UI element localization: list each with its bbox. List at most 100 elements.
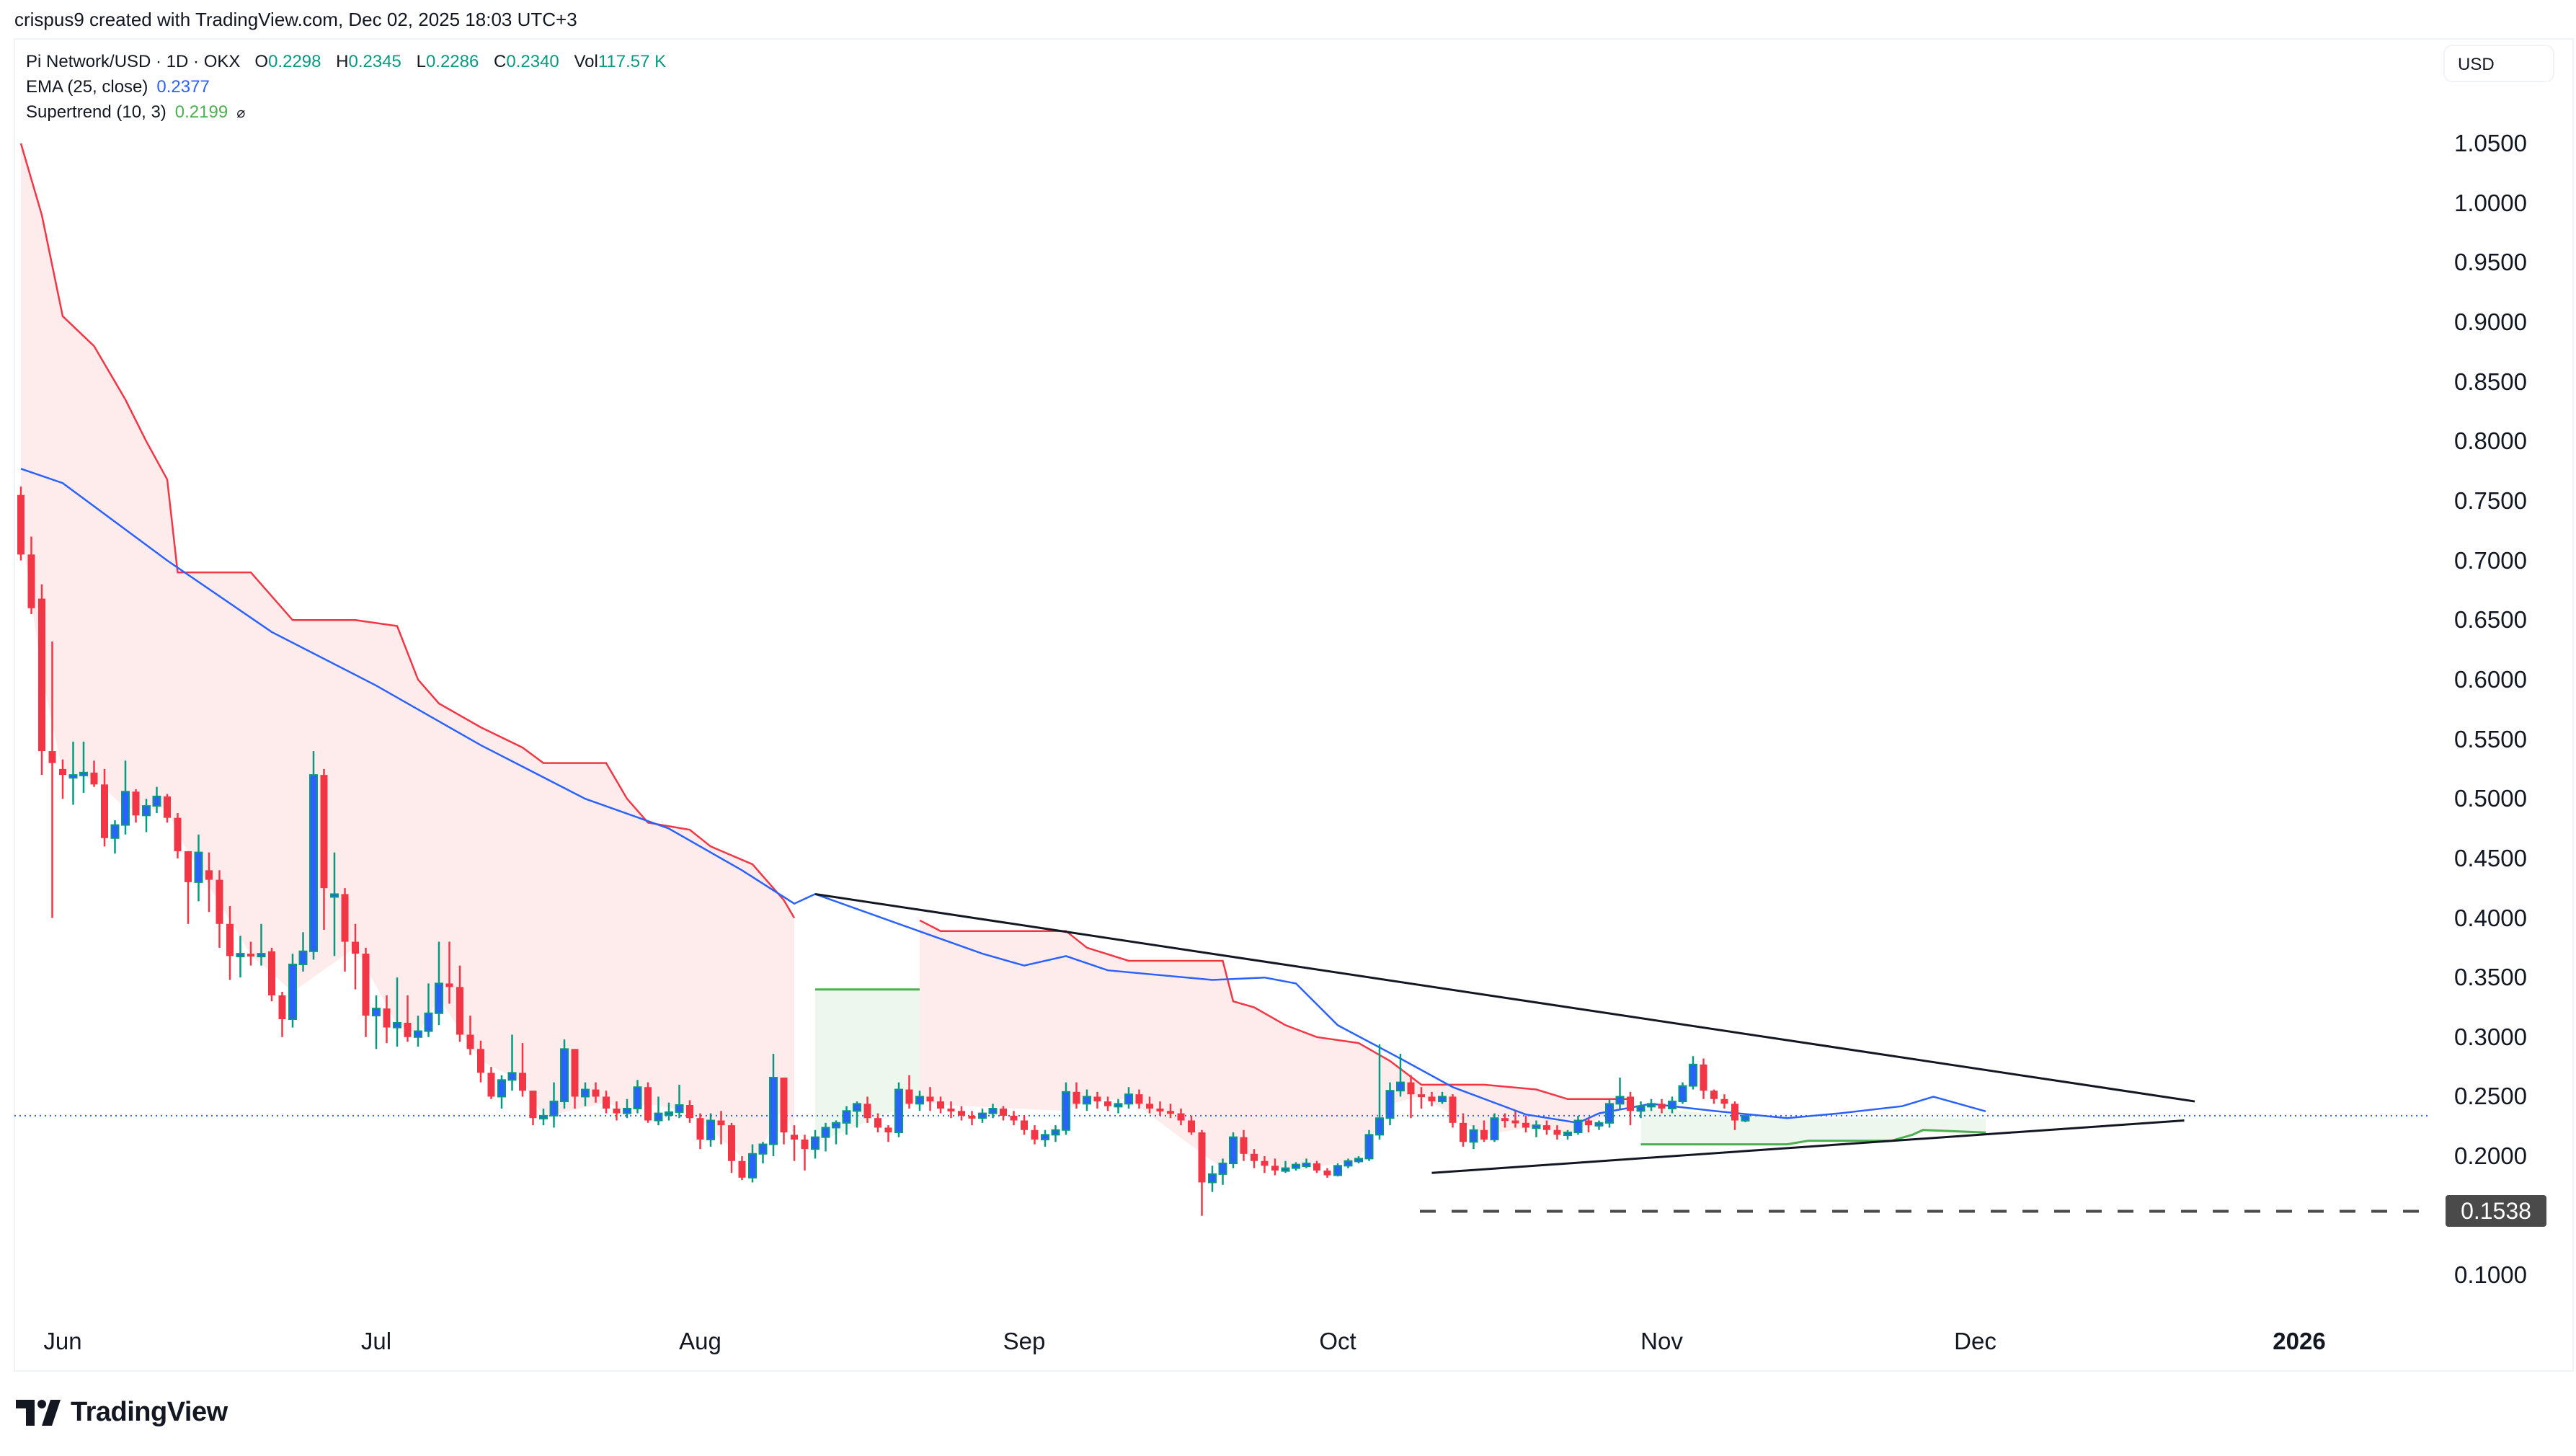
candle-body bbox=[780, 1078, 788, 1133]
volume-value: 117.57 K bbox=[598, 52, 667, 71]
candle-body bbox=[1627, 1096, 1634, 1111]
candle-body bbox=[529, 1091, 537, 1119]
candle-body bbox=[497, 1079, 506, 1098]
candle-body bbox=[1302, 1163, 1311, 1168]
candle-body bbox=[1689, 1063, 1697, 1087]
candle-body bbox=[278, 995, 286, 1020]
hidden-toggle-icon[interactable]: ⌀ bbox=[236, 105, 246, 121]
candle-body bbox=[309, 774, 318, 952]
candle-body bbox=[1449, 1096, 1457, 1123]
candle-body bbox=[675, 1104, 684, 1113]
candle-body bbox=[539, 1114, 548, 1119]
candle-body bbox=[728, 1125, 735, 1161]
chart-frame bbox=[14, 38, 2574, 1372]
price-axis-label: 0.7500 bbox=[2454, 487, 2527, 514]
legend-symbol-row: Pi Network/USD · 1D · OKX O0.2298 H0.234… bbox=[26, 49, 676, 74]
candle-body bbox=[59, 768, 66, 776]
legend-supertrend-row[interactable]: Supertrend (10, 3) 0.2199 ⌀ bbox=[26, 99, 676, 126]
candle-body bbox=[1156, 1108, 1164, 1111]
candle-body bbox=[142, 805, 151, 817]
symbol-label[interactable]: Pi Network/USD · 1D · OKX bbox=[26, 52, 241, 71]
candle-body bbox=[1343, 1160, 1353, 1167]
candle-body bbox=[988, 1107, 998, 1114]
price-axis-label: 0.5500 bbox=[2454, 725, 2527, 753]
candle-body bbox=[152, 795, 161, 807]
tradingview-logo[interactable]: TradingView bbox=[16, 1397, 228, 1428]
candle-body bbox=[1605, 1103, 1614, 1124]
price-axis-label: 0.6000 bbox=[2454, 665, 2527, 693]
candle-body bbox=[1428, 1096, 1436, 1102]
candle-body bbox=[581, 1088, 590, 1098]
candle-body bbox=[1031, 1129, 1039, 1140]
price-axis-label: 1.0500 bbox=[2454, 130, 2527, 157]
open-key: O bbox=[254, 52, 269, 71]
candle-body bbox=[1041, 1134, 1049, 1140]
close-value: 0.2340 bbox=[506, 52, 559, 71]
candle-body bbox=[926, 1096, 934, 1102]
candle-body bbox=[288, 963, 297, 1021]
candle-body bbox=[1375, 1117, 1384, 1136]
candle-body bbox=[48, 751, 56, 763]
candle-body bbox=[1396, 1081, 1405, 1092]
candle-body bbox=[1062, 1091, 1070, 1131]
candle-body bbox=[1218, 1163, 1227, 1175]
candle-body bbox=[519, 1073, 526, 1091]
candle-body bbox=[717, 1120, 725, 1126]
supertrend-up-fill bbox=[1640, 1109, 1986, 1145]
price-axis-label: 0.4000 bbox=[2454, 904, 2527, 931]
price-axis-label: 0.3500 bbox=[2454, 964, 2527, 991]
time-axis-label: Oct bbox=[1319, 1328, 1356, 1354]
trendline bbox=[1431, 1119, 2185, 1174]
candle-body bbox=[247, 954, 254, 957]
candle-body bbox=[915, 1096, 924, 1105]
ema-line bbox=[20, 468, 1986, 1124]
currency-button[interactable]: USD bbox=[2443, 45, 2554, 82]
candle-body bbox=[1731, 1104, 1738, 1121]
candle-body bbox=[445, 983, 453, 987]
price-axis-label: 0.6500 bbox=[2454, 606, 2527, 634]
candle-body bbox=[17, 494, 25, 555]
volume-key: Vol bbox=[574, 52, 598, 71]
candle-body bbox=[696, 1118, 704, 1140]
supertrend-down-line bbox=[919, 919, 1630, 1101]
candle-body bbox=[164, 796, 171, 818]
candle-body bbox=[623, 1107, 631, 1114]
candle-body bbox=[1573, 1119, 1583, 1134]
candle-body bbox=[769, 1077, 778, 1145]
candle-body bbox=[1636, 1105, 1645, 1112]
candle-body bbox=[435, 982, 443, 1014]
candle-body bbox=[978, 1112, 987, 1119]
candle-body bbox=[1135, 1094, 1143, 1104]
supertrend-down-line bbox=[19, 143, 796, 919]
candle-body bbox=[665, 1111, 673, 1116]
price-axis-label: 0.5000 bbox=[2454, 785, 2527, 812]
price-axis-label: 0.9000 bbox=[2454, 308, 2527, 335]
chart-legend: Pi Network/USD · 1D · OKX O0.2298 H0.234… bbox=[26, 49, 676, 126]
candle-body bbox=[1114, 1103, 1123, 1108]
candle-body bbox=[1407, 1082, 1415, 1095]
candle-body bbox=[132, 791, 140, 816]
legend-ema-row[interactable]: EMA (25, close) 0.2377 bbox=[26, 74, 676, 99]
time-axis-label: Dec bbox=[1954, 1328, 1997, 1354]
candle-body bbox=[1000, 1108, 1007, 1116]
time-axis-label: 2026 bbox=[2273, 1328, 2326, 1354]
price-axis-label: 0.4500 bbox=[2454, 844, 2527, 871]
candle-body bbox=[320, 775, 328, 889]
price-axis-label: 0.8500 bbox=[2454, 368, 2527, 395]
candle-body bbox=[842, 1110, 851, 1124]
candle-body bbox=[121, 791, 130, 826]
candle-body bbox=[1292, 1163, 1300, 1169]
candle-body bbox=[811, 1136, 820, 1150]
candle-body bbox=[1124, 1093, 1133, 1105]
candle-body bbox=[174, 817, 182, 851]
candle-body bbox=[1594, 1122, 1604, 1127]
candle-body bbox=[1418, 1094, 1425, 1098]
candle-body bbox=[424, 1012, 433, 1032]
candle-body bbox=[748, 1153, 757, 1178]
candle-body bbox=[1490, 1117, 1499, 1140]
candle-body bbox=[706, 1119, 715, 1140]
candle-body bbox=[298, 950, 308, 965]
candle-body bbox=[68, 774, 78, 779]
low-key: L bbox=[416, 52, 426, 71]
